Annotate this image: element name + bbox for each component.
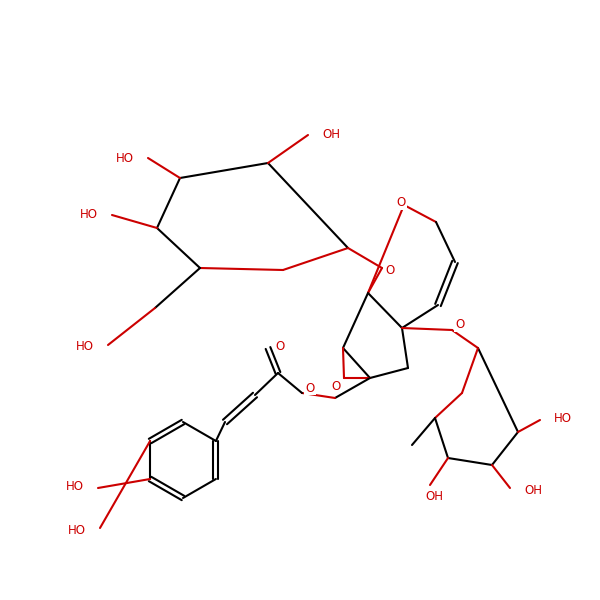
Text: O: O [385,263,395,277]
Text: O: O [455,319,464,331]
Text: OH: OH [524,484,542,497]
Text: HO: HO [68,523,86,536]
Text: HO: HO [76,340,94,353]
Text: O: O [305,382,314,395]
Text: HO: HO [80,208,98,221]
Text: OH: OH [322,128,340,142]
Text: OH: OH [425,491,443,503]
Text: HO: HO [116,151,134,164]
Text: O: O [275,340,284,352]
Text: O: O [331,379,341,392]
Text: O: O [397,196,406,209]
Text: HO: HO [66,479,84,493]
Text: HO: HO [554,412,572,425]
